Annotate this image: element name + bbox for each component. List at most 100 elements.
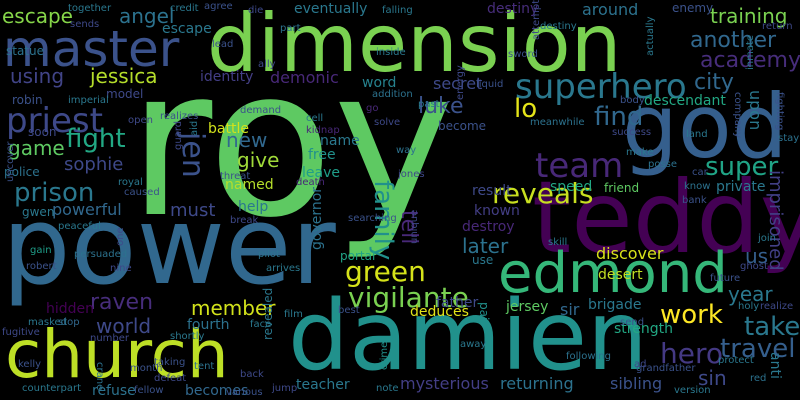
word-caused: caused	[124, 187, 160, 198]
word-company: company	[732, 92, 743, 139]
word-robert: robert	[26, 261, 57, 272]
word-gain: gain	[30, 245, 52, 256]
word-raven: raven	[90, 290, 154, 315]
word-lo: lo	[514, 94, 538, 124]
word-help: help	[238, 199, 269, 215]
word-word: word	[362, 75, 397, 91]
word-mysterious: mysterious	[400, 374, 489, 393]
word-become: become	[438, 119, 487, 133]
word-teacher: teacher	[296, 377, 350, 393]
word-stop: stop	[58, 317, 80, 328]
word-actually: actually	[645, 16, 656, 57]
word-training: training	[710, 4, 788, 28]
word-open: open	[128, 115, 153, 126]
word-green: green	[345, 255, 426, 288]
word-credit: credit	[170, 3, 199, 14]
word-protect: protect	[718, 355, 754, 366]
word-friend: friend	[604, 181, 640, 195]
word-realize: realize	[760, 301, 794, 312]
word-speed: speed	[550, 179, 593, 195]
word-ally: ally	[258, 59, 276, 70]
word-sends: sends	[70, 19, 100, 30]
word-ad: ad	[634, 359, 647, 370]
word-work: work	[660, 300, 723, 330]
word-edmond: edmond	[498, 241, 728, 306]
word-success: success	[612, 127, 652, 138]
word-eventually: eventually	[294, 1, 368, 17]
word-destroy: destroy	[462, 219, 515, 235]
word-luke: luke	[418, 94, 464, 119]
word-robin: robin	[12, 93, 43, 107]
word-private: private	[716, 179, 766, 195]
word-power: power	[2, 184, 336, 309]
word-red: red	[750, 373, 767, 384]
word-leave: leave	[302, 165, 340, 181]
word-vigilante: vigilante	[348, 281, 469, 314]
word-bank: bank	[682, 195, 707, 206]
word-priest: priest	[6, 101, 103, 141]
word-royal: royal	[118, 177, 143, 188]
word-kidnap: kidnap	[306, 125, 340, 136]
word-known: known	[474, 203, 520, 219]
word-unique: unique	[409, 209, 420, 244]
word-fellow: fellow	[134, 385, 164, 396]
word-return: return	[762, 21, 793, 32]
word-inmate: inmate	[745, 34, 756, 70]
word-angel: angel	[119, 4, 175, 28]
word-identity: identity	[200, 69, 254, 85]
word-land: land	[686, 129, 708, 140]
word-pilot: pilot	[258, 249, 280, 260]
word-soon: soon	[28, 125, 57, 139]
word-statue: statue	[6, 44, 45, 58]
word-model: model	[106, 87, 144, 101]
word-nine: nine	[110, 263, 132, 274]
word-secret: secret	[433, 74, 483, 93]
word-city: city	[694, 70, 734, 95]
word-together: together	[68, 3, 112, 14]
word-jump: jump	[272, 383, 298, 394]
word-portal: portal	[340, 249, 376, 263]
word-skill: skill	[548, 237, 568, 248]
word-jones: jones	[398, 169, 425, 180]
word-travel: travel	[720, 334, 796, 364]
word-must: must	[170, 200, 216, 221]
word-send: send	[620, 317, 645, 328]
word-superhero: superhero	[515, 67, 687, 107]
word-member: member	[191, 296, 276, 320]
word-meanwhile: meanwhile	[530, 117, 585, 128]
word-sophie: sophie	[64, 154, 124, 175]
word-away: away	[460, 339, 487, 350]
word-know: know	[684, 181, 711, 192]
word-game: game	[8, 136, 65, 160]
word-imprisoned: imprisoned	[765, 170, 786, 271]
word-back: back	[240, 369, 264, 380]
word-church: church	[5, 316, 229, 393]
word-enemy: enemy	[672, 1, 714, 15]
word-kelly: kelly	[18, 359, 42, 370]
word-pair: pair	[477, 302, 491, 326]
word-hidden: hidden	[46, 301, 95, 317]
word-demand: demand	[240, 105, 282, 116]
word-note: note	[376, 383, 399, 394]
word-join: join	[758, 233, 777, 244]
word-counterpart: counterpart	[22, 383, 81, 394]
word-holy: holy	[738, 301, 760, 312]
word-teddy: teddy	[532, 159, 800, 276]
word-roy: roy	[128, 25, 455, 263]
word-tent: tent	[194, 361, 215, 372]
word-free: free	[308, 147, 336, 163]
word-agree: agree	[204, 1, 233, 12]
word-demonic: demonic	[270, 68, 339, 87]
word-uncover: uncover	[5, 141, 16, 182]
word-crime: crime	[379, 341, 390, 370]
word-team: team	[535, 146, 624, 186]
word-best: best	[338, 305, 360, 316]
word-later: later	[462, 234, 509, 258]
word-threat: threat	[220, 171, 251, 182]
word-discover: discover	[596, 244, 664, 263]
word-super: super	[705, 152, 779, 182]
word-escape-small: escape	[162, 21, 212, 37]
word-solve: solve	[374, 117, 401, 128]
word-deduces: deduces	[410, 304, 469, 320]
